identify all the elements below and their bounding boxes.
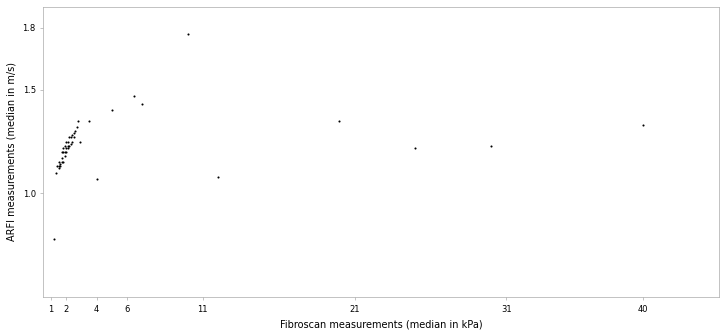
Point [68, 131, 80, 136]
Point [53, 166, 65, 171]
Point [56, 156, 68, 161]
Point [57, 160, 69, 165]
Point [65, 135, 76, 140]
Point [68, 135, 80, 140]
Point [53, 164, 65, 169]
Point [56, 160, 68, 165]
Y-axis label: ARFI measurements (median in m/s): ARFI measurements (median in m/s) [7, 62, 17, 241]
Point [60, 149, 72, 155]
Point [53, 160, 65, 165]
Point [62, 145, 73, 151]
Point [62, 143, 73, 149]
Point [54, 162, 66, 167]
Point [136, 101, 148, 107]
Point [59, 149, 70, 155]
Point [52, 164, 63, 169]
Point [182, 31, 193, 37]
Point [59, 143, 70, 149]
Point [57, 149, 69, 155]
Point [91, 176, 102, 181]
Point [106, 108, 118, 113]
Point [63, 143, 75, 149]
Point [59, 153, 70, 159]
X-axis label: Fibroscan measurements (median in kPa): Fibroscan measurements (median in kPa) [280, 319, 483, 329]
Point [83, 118, 95, 124]
Point [56, 149, 68, 155]
Point [67, 139, 78, 144]
Point [486, 143, 497, 149]
Point [73, 118, 84, 124]
Point [129, 93, 140, 99]
Point [71, 124, 83, 130]
Point [637, 122, 649, 128]
Point [57, 145, 69, 151]
Point [48, 236, 60, 242]
Point [60, 139, 72, 144]
Point [409, 145, 421, 151]
Point [49, 170, 61, 175]
Point [70, 128, 81, 134]
Point [63, 135, 75, 140]
Point [334, 118, 346, 124]
Point [62, 139, 73, 144]
Point [74, 139, 86, 144]
Point [67, 133, 78, 138]
Point [60, 145, 72, 151]
Point [54, 164, 66, 169]
Point [212, 174, 224, 179]
Point [65, 141, 76, 146]
